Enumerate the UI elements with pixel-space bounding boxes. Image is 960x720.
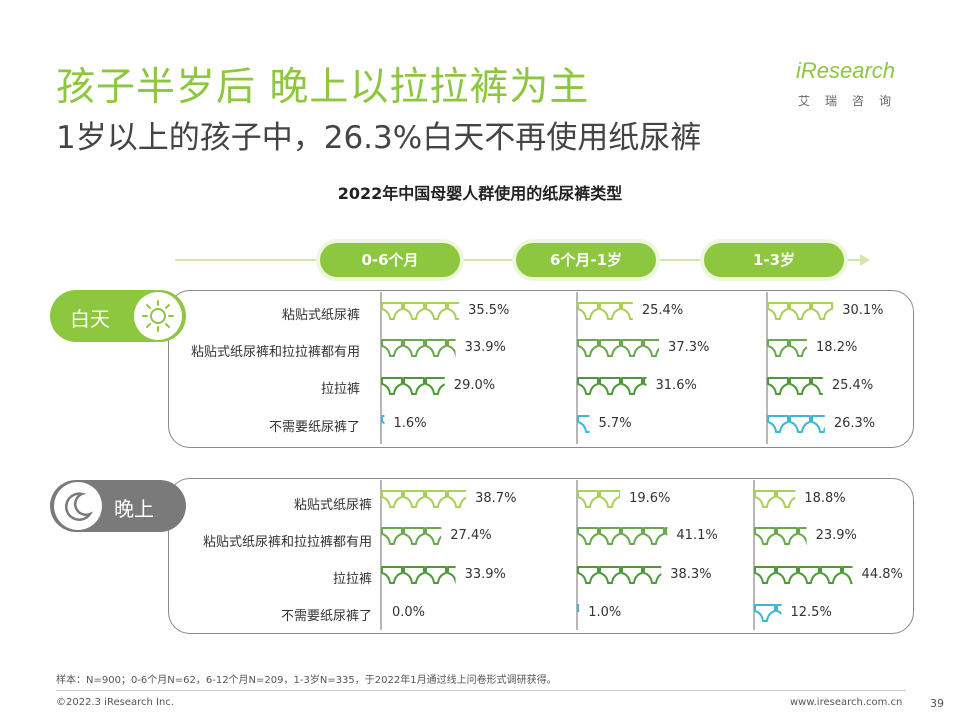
night-value-1-both: 41.1%	[676, 528, 718, 543]
day-label: 白天	[70, 307, 110, 331]
day-value-1-pants: 31.6%	[655, 378, 697, 393]
night-column-axis-2	[753, 480, 755, 630]
day-bar-0-none	[381, 415, 385, 425]
timeline-arrow	[860, 254, 870, 266]
sample-footnote: 样本：N=900；0-6个月N=62，6-12个月N=209，1-3岁N=335…	[56, 675, 557, 686]
night-category-both: 粘贴式纸尿裤和拉拉裤都有用	[202, 535, 372, 550]
logo-text: iResearch	[796, 58, 896, 83]
day-value-0-none: 1.6%	[393, 416, 427, 431]
day-bar-0-pants	[381, 377, 445, 395]
day-bar-1-none	[577, 415, 590, 433]
day-value-2-none: 26.3%	[833, 416, 876, 431]
night-bar-0-both	[381, 527, 442, 545]
age-group-6m-1y: 6个月-1岁	[516, 243, 656, 277]
night-value-2-tape: 18.8%	[804, 491, 846, 506]
night-value-2-both: 23.9%	[815, 528, 857, 543]
copyright: ©2022.3 iResearch Inc.	[56, 697, 174, 708]
day-column-axis-0	[380, 292, 382, 444]
night-column-axis-0	[380, 480, 382, 630]
sun-icon	[134, 292, 182, 340]
day-category-pants: 拉拉裤	[320, 382, 360, 397]
moon-icon	[54, 482, 102, 530]
page-title: 孩子半岁后 晚上以拉拉裤为主	[56, 65, 590, 110]
day-bar-0-both	[381, 339, 456, 357]
iresearch-logo: iResearch 艾瑞咨询	[796, 56, 916, 116]
day-bar-1-tape	[577, 302, 633, 320]
night-bar-2-both	[754, 527, 807, 545]
chart-title: 2022年中国母婴人群使用的纸尿裤类型	[337, 184, 623, 203]
day-column-axis-1	[576, 292, 578, 444]
day-category-both: 粘贴式纸尿裤和拉拉裤都有用	[190, 345, 360, 360]
night-value-2-none: 12.5%	[790, 605, 832, 620]
age-group-0-6m: 0-6个月	[320, 243, 460, 277]
night-value-1-pants: 38.3%	[670, 567, 712, 582]
night-value-1-none: 1.0%	[588, 605, 622, 620]
night-value-1-tape: 19.6%	[629, 491, 671, 506]
night-category-pants: 拉拉裤	[332, 572, 372, 587]
night-value-0-pants: 33.9%	[464, 567, 506, 582]
day-value-1-both: 37.3%	[668, 340, 710, 355]
night-value-0-both: 27.4%	[450, 528, 492, 543]
night-bar-1-tape	[577, 490, 621, 508]
night-label: 晚上	[114, 497, 154, 521]
day-bar-0-tape	[381, 302, 460, 320]
day-bar-1-both	[577, 339, 660, 357]
day-value-2-pants: 25.4%	[831, 378, 874, 393]
night-value-0-tape: 38.7%	[475, 491, 517, 506]
day-column-axis-2	[766, 292, 768, 444]
night-bar-0-tape	[381, 490, 467, 508]
night-bar-2-pants	[754, 566, 853, 584]
night-bar-1-pants	[577, 566, 662, 584]
day-badge: 白天	[50, 290, 186, 342]
night-bar-2-none	[754, 604, 782, 622]
age-group-1-3y: 1-3岁	[704, 243, 844, 277]
logo-subtext: 艾瑞咨询	[798, 94, 907, 108]
page-number: 39	[930, 697, 944, 710]
night-bar-1-both	[577, 527, 668, 545]
day-bar-2-none	[767, 415, 825, 433]
day-value-1-tape: 25.4%	[641, 303, 684, 318]
day-value-2-both: 18.2%	[816, 340, 858, 355]
night-bar-0-pants	[381, 566, 456, 584]
night-category-none: 不需要纸尿裤了	[280, 609, 372, 624]
day-value-0-tape: 35.5%	[468, 303, 510, 318]
day-bar-1-pants	[577, 377, 647, 395]
night-value-2-pants: 44.8%	[861, 567, 903, 582]
day-category-none: 不需要纸尿裤了	[268, 420, 360, 435]
day-bar-2-both	[767, 339, 808, 357]
day-value-2-tape: 30.1%	[842, 303, 884, 318]
day-panel	[168, 290, 914, 448]
night-column-axis-1	[576, 480, 578, 630]
night-badge: 晚上	[50, 480, 186, 532]
page-subtitle: 1岁以上的孩子中，26.3%白天不再使用纸尿裤	[56, 120, 702, 156]
day-value-0-both: 33.9%	[464, 340, 506, 355]
website: www.iresearch.com.cn	[790, 697, 903, 708]
day-bar-2-pants	[767, 377, 823, 395]
night-category-tape: 粘贴式纸尿裤	[293, 498, 372, 513]
night-value-0-none: 0.0%	[392, 605, 426, 620]
day-category-tape: 粘贴式纸尿裤	[281, 308, 360, 323]
footer-divider	[56, 690, 906, 691]
night-bar-0-none	[381, 601, 382, 625]
day-bar-2-tape	[767, 302, 834, 320]
night-bar-1-none	[577, 604, 580, 613]
day-value-1-none: 5.7%	[598, 416, 632, 431]
night-bar-2-tape	[754, 490, 796, 508]
day-value-0-pants: 29.0%	[453, 378, 496, 393]
night-panel	[168, 478, 914, 634]
